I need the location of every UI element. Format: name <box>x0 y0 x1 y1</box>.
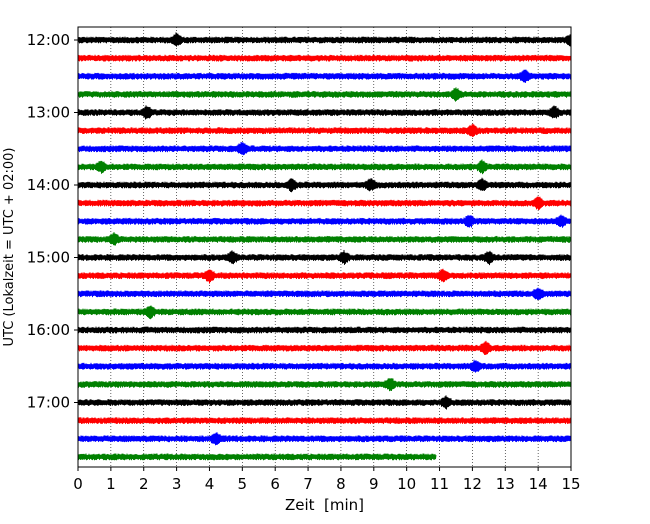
trace-14-00 <box>77 177 572 193</box>
y-tick-label: 12:00 <box>27 31 70 49</box>
trace-14-45 <box>77 231 572 246</box>
trace-12-30 <box>77 69 572 83</box>
trace-16-30 <box>77 359 572 373</box>
trace-13-15 <box>77 123 572 138</box>
x-tick-label: 6 <box>270 475 280 493</box>
trace-17-00 <box>77 395 572 410</box>
trace-13-45 <box>77 159 572 175</box>
x-axis-label: Zeit [min] <box>285 496 364 514</box>
y-tick-label: 16:00 <box>27 321 70 339</box>
trace-14-30 <box>77 214 572 228</box>
trace-15-00 <box>77 249 572 266</box>
trace-13-00 <box>77 105 572 120</box>
x-tick-label: 2 <box>139 475 149 493</box>
trace-12-00 <box>77 32 572 47</box>
trace-16-45 <box>77 377 572 392</box>
x-tick-label: 11 <box>430 475 449 493</box>
trace-layer <box>77 32 572 461</box>
x-tick-label: 10 <box>397 475 416 493</box>
trace-15-15 <box>77 268 572 284</box>
trace-12-45 <box>77 87 572 102</box>
trace-17-15 <box>77 417 572 425</box>
x-tick-label: 5 <box>238 475 248 493</box>
y-tick-label: 14:00 <box>27 176 70 194</box>
x-axis: 0 1 2 3 4 5 6 7 8 9 10 11 12 13 14 15 <box>73 467 581 493</box>
x-tick-label: 1 <box>106 475 116 493</box>
x-tick-label: 13 <box>496 475 515 493</box>
x-tick-label: 14 <box>529 475 548 493</box>
x-tick-label: 9 <box>369 475 379 493</box>
x-tick-label: 4 <box>205 475 215 493</box>
x-tick-label: 0 <box>73 475 83 493</box>
y-tick-label: 17:00 <box>27 394 70 412</box>
trace-13-30 <box>77 141 572 156</box>
trace-16-00 <box>77 326 572 334</box>
plot-frame <box>77 26 572 468</box>
trace-15-30 <box>77 287 572 301</box>
trace-17-45 <box>77 453 437 461</box>
x-tick-label: 12 <box>463 475 482 493</box>
trace-17-30 <box>77 432 572 446</box>
x-tick-label: 3 <box>172 475 182 493</box>
y-tick-label: 15:00 <box>27 249 70 267</box>
y-tick-label: 13:00 <box>27 104 70 122</box>
x-tick-label: 7 <box>303 475 313 493</box>
trace-12-15 <box>77 54 572 62</box>
trace-15-45 <box>77 305 572 320</box>
trace-16-15 <box>77 340 572 355</box>
trace-14-15 <box>77 196 572 211</box>
grid-layer <box>110 27 539 467</box>
y-axis: 12:00 13:00 14:00 15:00 16:00 17:00 <box>27 31 78 412</box>
x-tick-label: 8 <box>336 475 346 493</box>
y-axis-label: UTC (Lokalzeit = UTC + 02:00) <box>2 148 17 347</box>
x-tick-label: 15 <box>561 475 580 493</box>
